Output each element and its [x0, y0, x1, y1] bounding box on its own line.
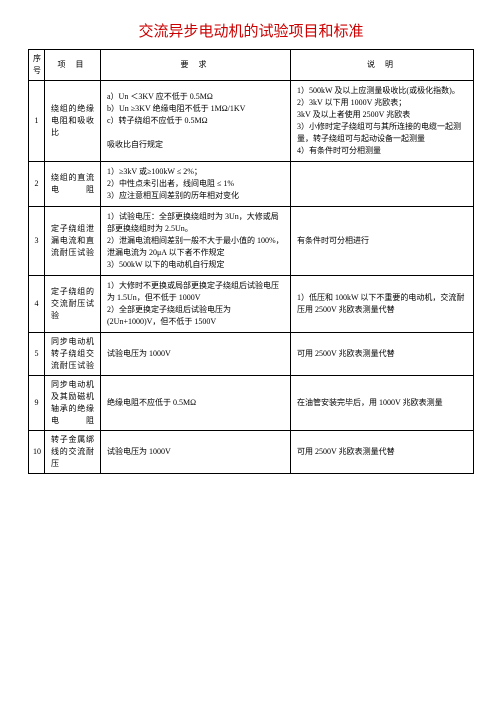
table-row: 3定子绕组泄漏电流和直流耐压试验1）试验电压：全部更换绕组时为 3Un，大修或局…: [29, 207, 474, 276]
cell-item: 定子绕组泄漏电流和直流耐压试验: [45, 207, 101, 276]
cell-desc: 可用 2500V 兆欧表测量代替: [291, 431, 474, 474]
cell-item: 同步电动机转子绕组交流耐压试验: [45, 333, 101, 376]
table-row: 1绕组的绝缘电阻和吸收比a）Un ＜3KV 应不低于 0.5MΩ b）Un ≥3…: [29, 81, 474, 162]
cell-desc: 1）500kW 及以上应测量吸收比(或极化指数)。 2）3kV 以下用 1000…: [291, 81, 474, 162]
cell-req: 试验电压为 1000V: [101, 431, 291, 474]
cell-desc: 有条件时可分相进行: [291, 207, 474, 276]
cell-req: 1）大修时不更换或局部更换定子绕组后试验电压为 1.5Un，但不低于 1000V…: [101, 276, 291, 333]
table-row: 4定子绕组的交流耐压试验1）大修时不更换或局部更换定子绕组后试验电压为 1.5U…: [29, 276, 474, 333]
cell-desc: 可用 2500V 兆欧表测量代替: [291, 333, 474, 376]
table-row: 9同步电动机及其励磁机轴承的绝缘电阻绝缘电阻不应低于 0.5MΩ在油管安装完毕后…: [29, 376, 474, 431]
cell-req: 试验电压为 1000V: [101, 333, 291, 376]
cell-item: 同步电动机及其励磁机轴承的绝缘电阻: [45, 376, 101, 431]
cell-num: 3: [29, 207, 45, 276]
cell-req: 1）≥3kV 或≥100kW ≤ 2%； 2）中性点未引出者，线间电阻 ≤ 1%…: [101, 162, 291, 207]
cell-num: 2: [29, 162, 45, 207]
cell-num: 4: [29, 276, 45, 333]
document-title: 交流异步电动机的试验项目和标准: [28, 20, 474, 41]
cell-item: 绕组的直流电阻: [45, 162, 101, 207]
table-row: 2绕组的直流电阻1）≥3kV 或≥100kW ≤ 2%； 2）中性点未引出者，线…: [29, 162, 474, 207]
header-req: 要 求: [101, 50, 291, 81]
cell-item: 转子金属绑线的交流耐压: [45, 431, 101, 474]
spec-table: 序号 项 目 要 求 说 明 1绕组的绝缘电阻和吸收比a）Un ＜3KV 应不低…: [28, 49, 474, 474]
cell-num: 5: [29, 333, 45, 376]
cell-desc: [291, 162, 474, 207]
header-item: 项 目: [45, 50, 101, 81]
cell-num: 1: [29, 81, 45, 162]
header-num: 序号: [29, 50, 45, 81]
cell-desc: 1）低压和 100kW 以下不重要的电动机，交流耐压用 2500V 兆欧表测量代…: [291, 276, 474, 333]
table-row: 5同步电动机转子绕组交流耐压试验试验电压为 1000V可用 2500V 兆欧表测…: [29, 333, 474, 376]
cell-num: 10: [29, 431, 45, 474]
cell-num: 9: [29, 376, 45, 431]
cell-req: 绝缘电阻不应低于 0.5MΩ: [101, 376, 291, 431]
cell-item: 绕组的绝缘电阻和吸收比: [45, 81, 101, 162]
header-desc: 说 明: [291, 50, 474, 81]
cell-req: 1）试验电压：全部更换绕组时为 3Un，大修或局部更换绕组时为 2.5Un。 2…: [101, 207, 291, 276]
cell-desc: 在油管安装完毕后，用 1000V 兆欧表测量: [291, 376, 474, 431]
table-row: 10转子金属绑线的交流耐压试验电压为 1000V可用 2500V 兆欧表测量代替: [29, 431, 474, 474]
cell-req: a）Un ＜3KV 应不低于 0.5MΩ b）Un ≥3KV 绝缘电阻不低于 1…: [101, 81, 291, 162]
cell-item: 定子绕组的交流耐压试验: [45, 276, 101, 333]
